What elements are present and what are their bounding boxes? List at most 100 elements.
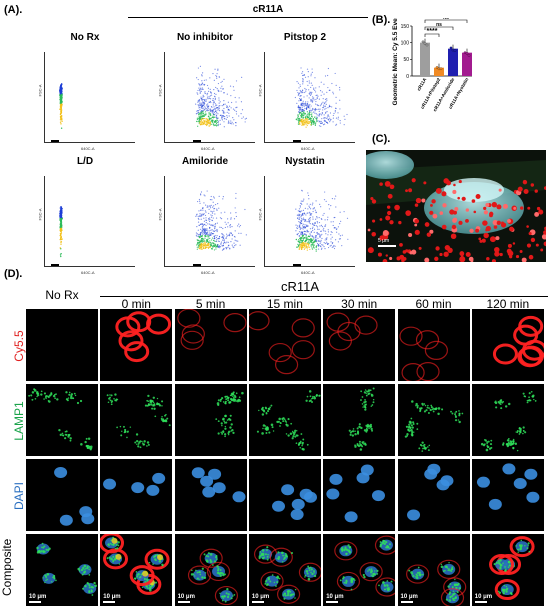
micro-row-label: LAMP1 — [12, 401, 26, 441]
bar-chart: 0 50 100 150 Geometric Mean: Cy 5.5 Events (… — [392, 18, 472, 126]
nanoparticle-dot — [387, 210, 392, 216]
flow-plot: FSC-A 640C-A — [158, 176, 255, 275]
flow-axis-y: FSC-A — [157, 208, 163, 221]
nanoparticle-dot — [489, 211, 494, 217]
flow-scatter — [51, 206, 63, 266]
nanoparticle-dot — [429, 229, 434, 234]
nanoparticle-dot — [399, 243, 403, 247]
nanoparticle-dot — [499, 252, 503, 257]
nanoparticle-dot — [386, 205, 391, 209]
nanoparticle-dot — [394, 204, 400, 211]
nanoparticle-dot — [439, 252, 443, 257]
nanoparticle-dot — [527, 206, 531, 210]
nanoparticle-dot — [470, 259, 474, 262]
micro-tile — [100, 384, 173, 456]
bar-point — [465, 52, 469, 55]
flow-axis-y: FSC-A — [257, 84, 263, 97]
nanoparticle-dot — [465, 208, 469, 212]
nanoparticle-dot — [446, 180, 452, 186]
micro-tile — [323, 459, 396, 531]
bar-point — [467, 54, 471, 57]
bar — [448, 48, 458, 76]
nanoparticle-dot — [458, 179, 462, 184]
nanoparticle-dot — [452, 210, 457, 215]
bar-y-tick-label: 100 — [401, 40, 410, 46]
nanoparticle-dot — [459, 256, 466, 262]
sig-bracket — [424, 26, 454, 30]
nanoparticle-dot — [482, 220, 488, 226]
micro-tile: 10 μm — [471, 534, 544, 606]
sig-bracket — [424, 19, 468, 23]
micro-tile — [248, 309, 321, 381]
micro-tile — [397, 309, 470, 381]
micro-tile — [397, 459, 470, 531]
micro-scale-bar: 10 μm — [475, 594, 492, 603]
nanoparticle-dot — [379, 218, 383, 221]
panel-a-label: (A). — [4, 4, 23, 16]
flow-axis-x: 640C-A — [301, 146, 315, 151]
nanoparticle-dot — [379, 235, 385, 241]
nanoparticle-dot — [421, 198, 426, 203]
nanoparticle-dot — [398, 220, 402, 225]
micro-column-title: No Rx — [45, 288, 79, 302]
nanoparticle-dot — [443, 251, 449, 257]
nanoparticle-dot — [377, 252, 382, 257]
nanoparticle-dot — [523, 188, 529, 195]
nanoparticle-dot — [431, 199, 436, 204]
3d-scale-bar — [378, 245, 396, 247]
nanoparticle-dot — [450, 233, 457, 240]
nanoparticle-dot — [491, 259, 496, 262]
nanoparticle-dot — [485, 203, 490, 207]
nanoparticle-dot — [475, 228, 480, 233]
flow-plot-title: L/D — [76, 156, 94, 167]
nanoparticle-dot — [458, 220, 463, 225]
panel-b-label: (B). — [372, 14, 391, 26]
nanoparticle-dot — [408, 232, 413, 238]
nanoparticle-dot — [389, 184, 395, 190]
micro-tile — [471, 459, 544, 531]
nanoparticle-dot — [429, 210, 434, 215]
micro-scale-bar: 10 μm — [401, 594, 418, 603]
nanoparticle-dot — [382, 259, 388, 262]
nanoparticle-dot — [494, 251, 500, 257]
bar-y-axis-label: Geometric Mean: Cy 5.5 Events (%) — [392, 18, 399, 105]
micro-tile — [397, 384, 470, 456]
panel-d-label: (D). — [4, 268, 23, 280]
nanoparticle-dot — [498, 188, 502, 192]
nanoparticle-dot — [465, 218, 469, 223]
nanoparticle-dot — [502, 203, 508, 209]
panel-c-label: (C). — [372, 133, 391, 145]
nanoparticle-dot — [389, 256, 393, 261]
nanoparticle-dot — [507, 243, 512, 248]
micro-tile — [248, 459, 321, 531]
nanoparticle-dot — [382, 230, 389, 236]
flow-axis-x: 640C-A — [301, 270, 315, 275]
nanoparticle-dot — [478, 237, 482, 241]
flow-axis-x: 640C-A — [81, 270, 95, 275]
nanoparticle-dot — [528, 231, 532, 236]
nanoparticle-dot — [465, 252, 471, 258]
nanoparticle-dot — [493, 225, 498, 229]
nanoparticle-dot — [500, 222, 507, 228]
nanoparticle-dot — [471, 199, 476, 203]
micro-tile — [174, 459, 247, 531]
micro-tile: 10 μm — [100, 534, 173, 606]
nanoparticle-dot — [405, 189, 408, 193]
flow-axis-x: 640C-A — [81, 146, 95, 151]
nanoparticle-dot — [528, 254, 534, 260]
micro-tile — [248, 384, 321, 456]
flow-axis-x: 640C-A — [201, 146, 215, 151]
nanoparticle-dot — [461, 196, 466, 201]
micro-group-label: cR11A — [280, 279, 320, 294]
nanoparticle-dot — [534, 189, 538, 193]
sig-bracket — [424, 33, 440, 37]
nanoparticle-dot — [457, 196, 460, 200]
nanoparticle-dot — [387, 193, 393, 199]
nanoparticle-dot — [408, 188, 413, 193]
nanoparticle-dot — [441, 224, 447, 230]
3d-scale-label: 5 μm — [378, 238, 390, 244]
micro-tile — [174, 309, 247, 381]
nanoparticle-dot — [538, 209, 544, 215]
nanoparticle-dot — [441, 191, 447, 197]
